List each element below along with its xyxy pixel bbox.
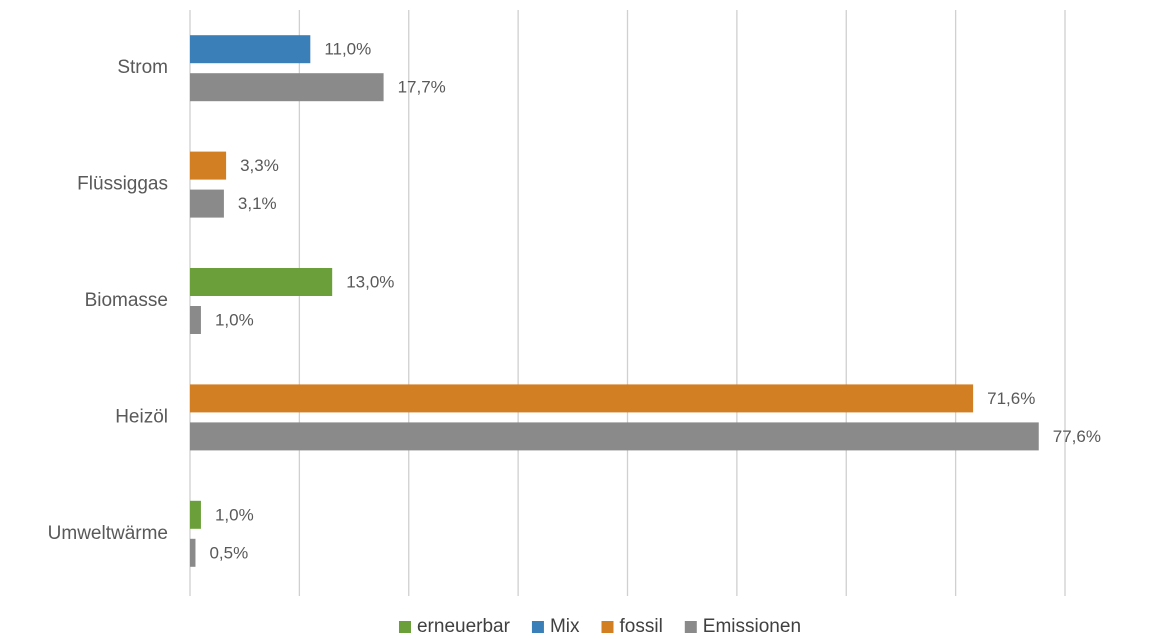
legend-swatch xyxy=(684,621,697,633)
bar xyxy=(190,384,974,413)
bar xyxy=(190,73,384,102)
category-label: Umweltwärme xyxy=(48,523,168,544)
category-label: Heizöl xyxy=(115,406,168,427)
value-label: 0,5% xyxy=(209,543,248,562)
value-label: 3,3% xyxy=(240,156,279,175)
legend-label: erneuerbar xyxy=(417,616,511,637)
bar xyxy=(190,189,224,218)
bar xyxy=(190,422,1039,451)
bar xyxy=(190,500,201,529)
legend-label: Mix xyxy=(550,616,580,637)
value-label: 17,7% xyxy=(398,78,446,97)
legend-label: fossil xyxy=(620,616,663,637)
legend-swatch xyxy=(531,621,544,633)
legend-swatch xyxy=(601,621,614,633)
category-label: Biomasse xyxy=(85,290,168,311)
legend-swatch xyxy=(398,621,411,633)
bar xyxy=(190,268,333,296)
value-label: 11,0% xyxy=(324,40,371,59)
bar xyxy=(190,35,311,64)
value-label: 3,1% xyxy=(238,194,277,213)
value-label: 1,0% xyxy=(215,310,254,329)
category-label: Flüssiggas xyxy=(77,174,168,195)
legend-label: Emissionen xyxy=(703,616,801,637)
value-label: 77,6% xyxy=(1053,427,1101,446)
bar xyxy=(190,151,227,180)
value-label: 13,0% xyxy=(346,272,394,291)
bar xyxy=(190,306,201,334)
value-label: 71,6% xyxy=(987,389,1035,408)
bar xyxy=(190,538,196,567)
category-label: Strom xyxy=(117,57,168,78)
value-label: 1,0% xyxy=(215,505,254,524)
